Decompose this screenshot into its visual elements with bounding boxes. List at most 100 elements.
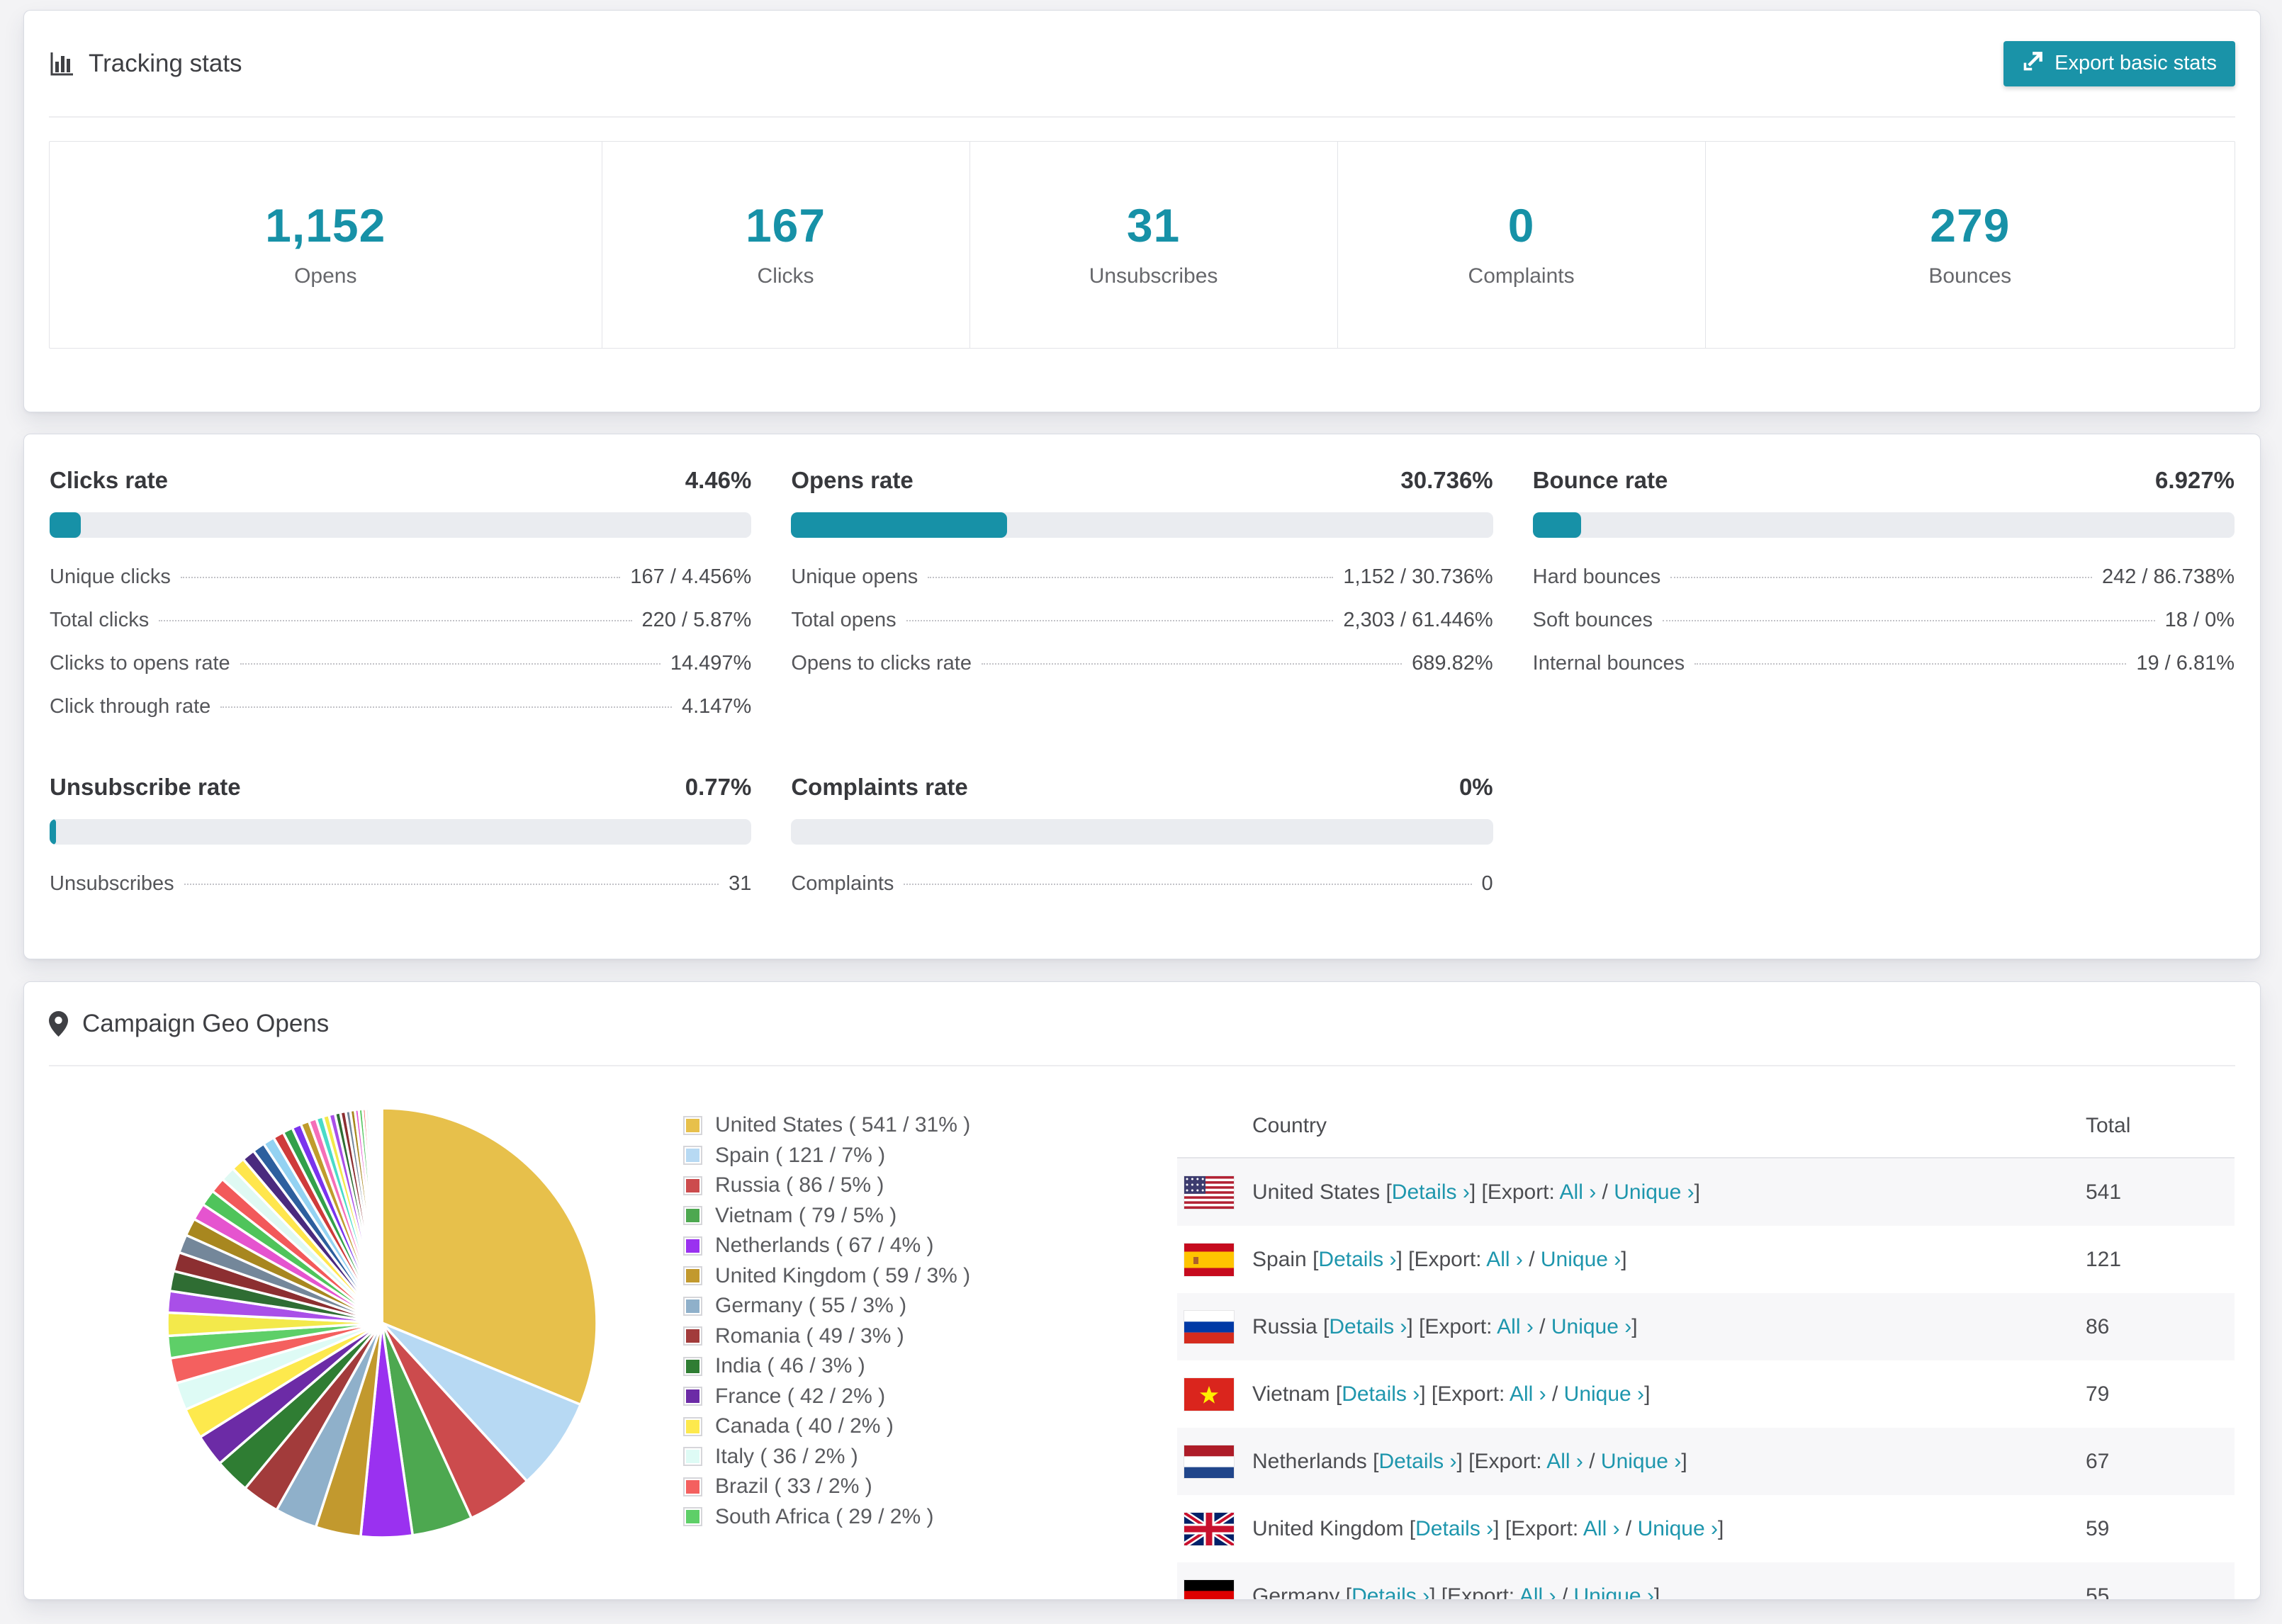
table-row-de: Germany [Details ›] [Export: All › / Uni… [1177,1562,2235,1600]
country-cell: Germany [Details ›] [Export: All › / Uni… [1177,1579,2086,1600]
pie-slice-spain[interactable] [381,1321,582,1483]
table-row-ru: Russia [Details ›] [Export: All › / Uniq… [1177,1293,2235,1360]
bracket: [ [1373,1449,1379,1473]
legend-item-india[interactable]: India ( 46 / 3% ) [683,1351,970,1382]
rate-block-bounce-rate: Bounce rate 6.927% Hard bounces 242 / 86.73… [1532,467,2235,728]
details-link[interactable]: Details › [1415,1516,1494,1540]
de-flag-icon [1184,1579,1234,1599]
export-basic-stats-button[interactable]: Export basic stats [2003,40,2235,86]
export-all-link[interactable]: All › [1546,1449,1583,1473]
rate-row: Soft bounces 18 / 0% [1533,599,2235,642]
legend-label: Italy ( 36 / 2% ) [715,1444,858,1468]
details-link[interactable]: Details › [1329,1314,1407,1338]
export-unique-link[interactable]: Unique › [1637,1516,1718,1540]
export-unique-link[interactable]: Unique › [1551,1314,1632,1338]
export-all-link[interactable]: All › [1497,1314,1534,1338]
country-links: Spain [Details ›] [Export: All › / Uniqu… [1252,1248,1627,1272]
rate-row: Complaints 0 [791,862,1493,906]
legend-item-brazil[interactable]: Brazil ( 33 / 2% ) [683,1472,970,1502]
total-cell: 121 [2086,1247,2122,1271]
us-flag-icon [1184,1175,1234,1209]
stat-value: 279 [1930,199,2011,252]
rate-title: Clicks rate [50,467,168,493]
export-all-link[interactable]: All › [1509,1382,1546,1406]
legend-item-spain[interactable]: Spain ( 121 / 7% ) [683,1141,970,1171]
rate-value: 4.46% [685,467,752,493]
pie-slice-united-states[interactable] [381,1107,598,1406]
rate-title: Bounce rate [1532,467,1668,493]
legend-item-vietnam[interactable]: Vietnam ( 79 / 5% ) [683,1201,970,1231]
bracket: ] [Export: [1456,1449,1547,1473]
rate-row-label: Total clicks [50,609,150,631]
rate-row: Click through rate 4.147% [50,685,751,728]
stat-label: Clicks [757,264,814,288]
legend-item-germany[interactable]: Germany ( 55 / 3% ) [683,1291,970,1321]
dotted-leader [1694,663,2127,665]
table-row-us: United States [Details ›] [Export: All ›… [1177,1158,2235,1226]
legend-item-south-africa[interactable]: South Africa ( 29 / 2% ) [683,1502,970,1533]
export-unique-link[interactable]: Unique › [1573,1584,1654,1600]
export-unique-link[interactable]: Unique › [1614,1180,1694,1204]
legend-label: United States ( 541 / 31% ) [715,1113,971,1137]
slash: / [1522,1247,1541,1271]
rate-progress-bar [50,512,752,538]
export-unique-link[interactable]: Unique › [1563,1382,1645,1406]
export-unique-link[interactable]: Unique › [1600,1449,1682,1473]
rate-title: Complaints rate [791,774,968,800]
legend-item-france[interactable]: France ( 42 / 2% ) [683,1382,970,1412]
legend-swatch [683,1175,702,1195]
export-all-link[interactable]: All › [1559,1180,1597,1204]
rate-row-label: Clicks to opens rate [50,652,230,675]
dotted-leader [906,620,1334,621]
legend-item-canada[interactable]: Canada ( 40 / 2% ) [683,1411,970,1442]
legend-label: Canada ( 40 / 2% ) [715,1414,894,1438]
bracket: ] [Export: [1469,1180,1560,1204]
legend-item-romania[interactable]: Romania ( 49 / 3% ) [683,1321,970,1352]
legend-item-russia[interactable]: Russia ( 86 / 5% ) [683,1171,970,1201]
tracking-stats-title: Tracking stats [49,50,242,78]
rate-row-value: 689.82% [1412,652,1493,675]
dotted-leader [981,663,1403,665]
total-cell: 86 [2086,1314,2110,1338]
stat-tile-clicks: 167 Clicks [601,142,969,348]
rate-row-value: 220 / 5.87% [641,609,752,631]
legend-item-united-kingdom[interactable]: United Kingdom ( 59 / 3% ) [683,1261,970,1292]
legend-item-netherlands[interactable]: Netherlands ( 67 / 4% ) [683,1231,970,1261]
rate-value: 0% [1458,774,1493,800]
table-row-es: Spain [Details ›] [Export: All › / Uniqu… [1177,1226,2235,1293]
export-unique-link[interactable]: Unique › [1540,1247,1621,1271]
details-link[interactable]: Details › [1378,1449,1457,1473]
dotted-leader [928,577,1334,578]
rate-head: Complaints rate 0% [791,774,1493,801]
legend-label: Russia ( 86 / 5% ) [715,1173,884,1197]
bracket: ] [1718,1516,1724,1540]
geo-body: United States ( 541 / 31% ) Spain ( 121 /… [24,1066,2260,1599]
legend-item-united-states[interactable]: United States ( 541 / 31% ) [683,1110,970,1141]
legend-swatch [683,1296,702,1316]
country-cell: Vietnam [Details ›] [Export: All › / Uni… [1177,1377,2086,1411]
details-link[interactable]: Details › [1391,1180,1470,1204]
country-links: United Kingdom [Details ›] [Export: All … [1252,1517,1724,1541]
details-link[interactable]: Details › [1318,1247,1397,1271]
details-link[interactable]: Details › [1342,1382,1420,1406]
rate-row-value: 14.497% [670,652,752,675]
legend-item-italy[interactable]: Italy ( 36 / 2% ) [683,1442,970,1472]
export-all-link[interactable]: All › [1486,1247,1523,1271]
geo-header: Campaign Geo Opens [49,982,2235,1066]
pie-slice-other[interactable] [380,1107,383,1324]
export-all-link[interactable]: All › [1583,1516,1620,1540]
country-column-header: Country [1252,1114,1327,1137]
export-all-link[interactable]: All › [1519,1584,1556,1600]
gb-flag-icon [1184,1512,1234,1545]
rate-row: Unsubscribes 31 [50,862,751,906]
rate-progress-bar [1532,512,2235,538]
details-link[interactable]: Details › [1351,1584,1430,1600]
rate-head: Opens rate 30.736% [791,467,1493,494]
geo-pie-chart[interactable] [152,1093,612,1553]
legend-swatch [683,1447,702,1467]
rate-rows: Complaints 0 [791,862,1493,906]
rate-row: Total opens 2,303 / 61.446% [791,599,1493,642]
slash: / [1583,1449,1601,1473]
stats-row: 1,152 Opens 167 Clicks 31 Unsubscribes 0 Compla… [49,141,2235,349]
country-cell: United States [Details ›] [Export: All ›… [1177,1175,2086,1209]
